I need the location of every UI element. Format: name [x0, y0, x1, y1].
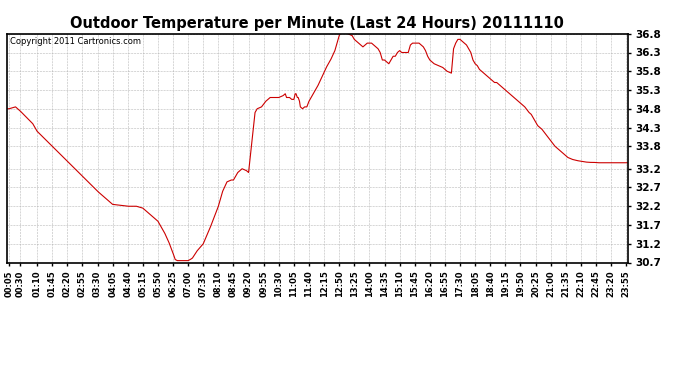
Title: Outdoor Temperature per Minute (Last 24 Hours) 20111110: Outdoor Temperature per Minute (Last 24 …	[70, 16, 564, 31]
Text: Copyright 2011 Cartronics.com: Copyright 2011 Cartronics.com	[10, 37, 141, 46]
